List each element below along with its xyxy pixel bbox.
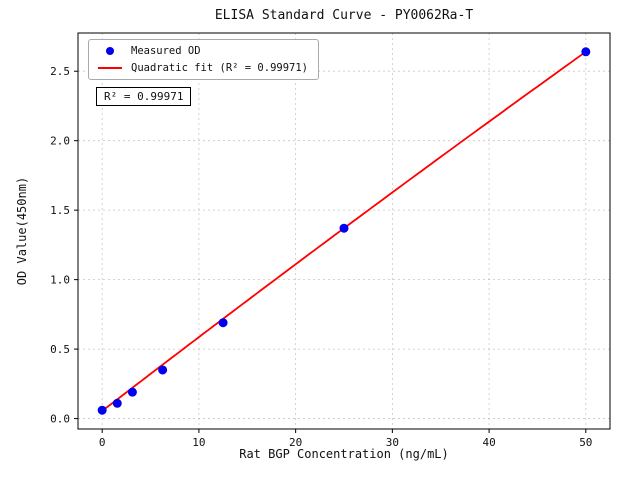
y-axis-label: OD Value(450nm) [15,176,29,286]
y-tick-label: 1.0 [50,274,70,287]
legend-item-measured-od: Measured OD [97,45,308,57]
x-tick-label: 0 [99,436,106,449]
y-tick-label: 0.0 [50,413,70,426]
x-axis-label: Rat BGP Concentration (ng/mL) [239,447,449,461]
x-tick-label: 50 [579,436,592,449]
x-tick-label: 20 [289,436,302,449]
measured-od-point [127,387,137,397]
y-tick-label: 2.5 [50,65,70,78]
measured-od-point [158,365,168,375]
x-tick-label: 30 [386,436,399,449]
r-squared-annotation: R² = 0.99971 [96,87,192,106]
measured-od-point [339,223,349,233]
x-tick-label: 10 [192,436,205,449]
x-tick-label: 40 [482,436,495,449]
blue-dot-icon [106,47,114,55]
legend-label-measured-od: Measured OD [131,45,201,57]
legend-label-quadratic-fit: Quadratic fit (R² = 0.99971) [131,62,309,74]
axes-frame [77,32,611,430]
scatter-marker-icon [97,47,123,55]
red-line-icon [98,67,122,69]
chart-title: ELISA Standard Curve - PY0062Ra-T [214,8,474,23]
measured-od-point [581,47,591,57]
measured-od-point [112,398,122,408]
legend: Measured OD Quadratic fit (R² = 0.99971) [88,39,320,80]
y-tick-label: 0.5 [50,343,70,356]
measured-od-point [218,318,228,328]
line-marker-icon [97,67,123,69]
y-tick-label: 2.0 [50,135,70,148]
legend-item-quadratic-fit: Quadratic fit (R² = 0.99971) [97,62,308,74]
measured-od-point [97,405,107,415]
y-tick-label: 1.5 [50,204,70,217]
